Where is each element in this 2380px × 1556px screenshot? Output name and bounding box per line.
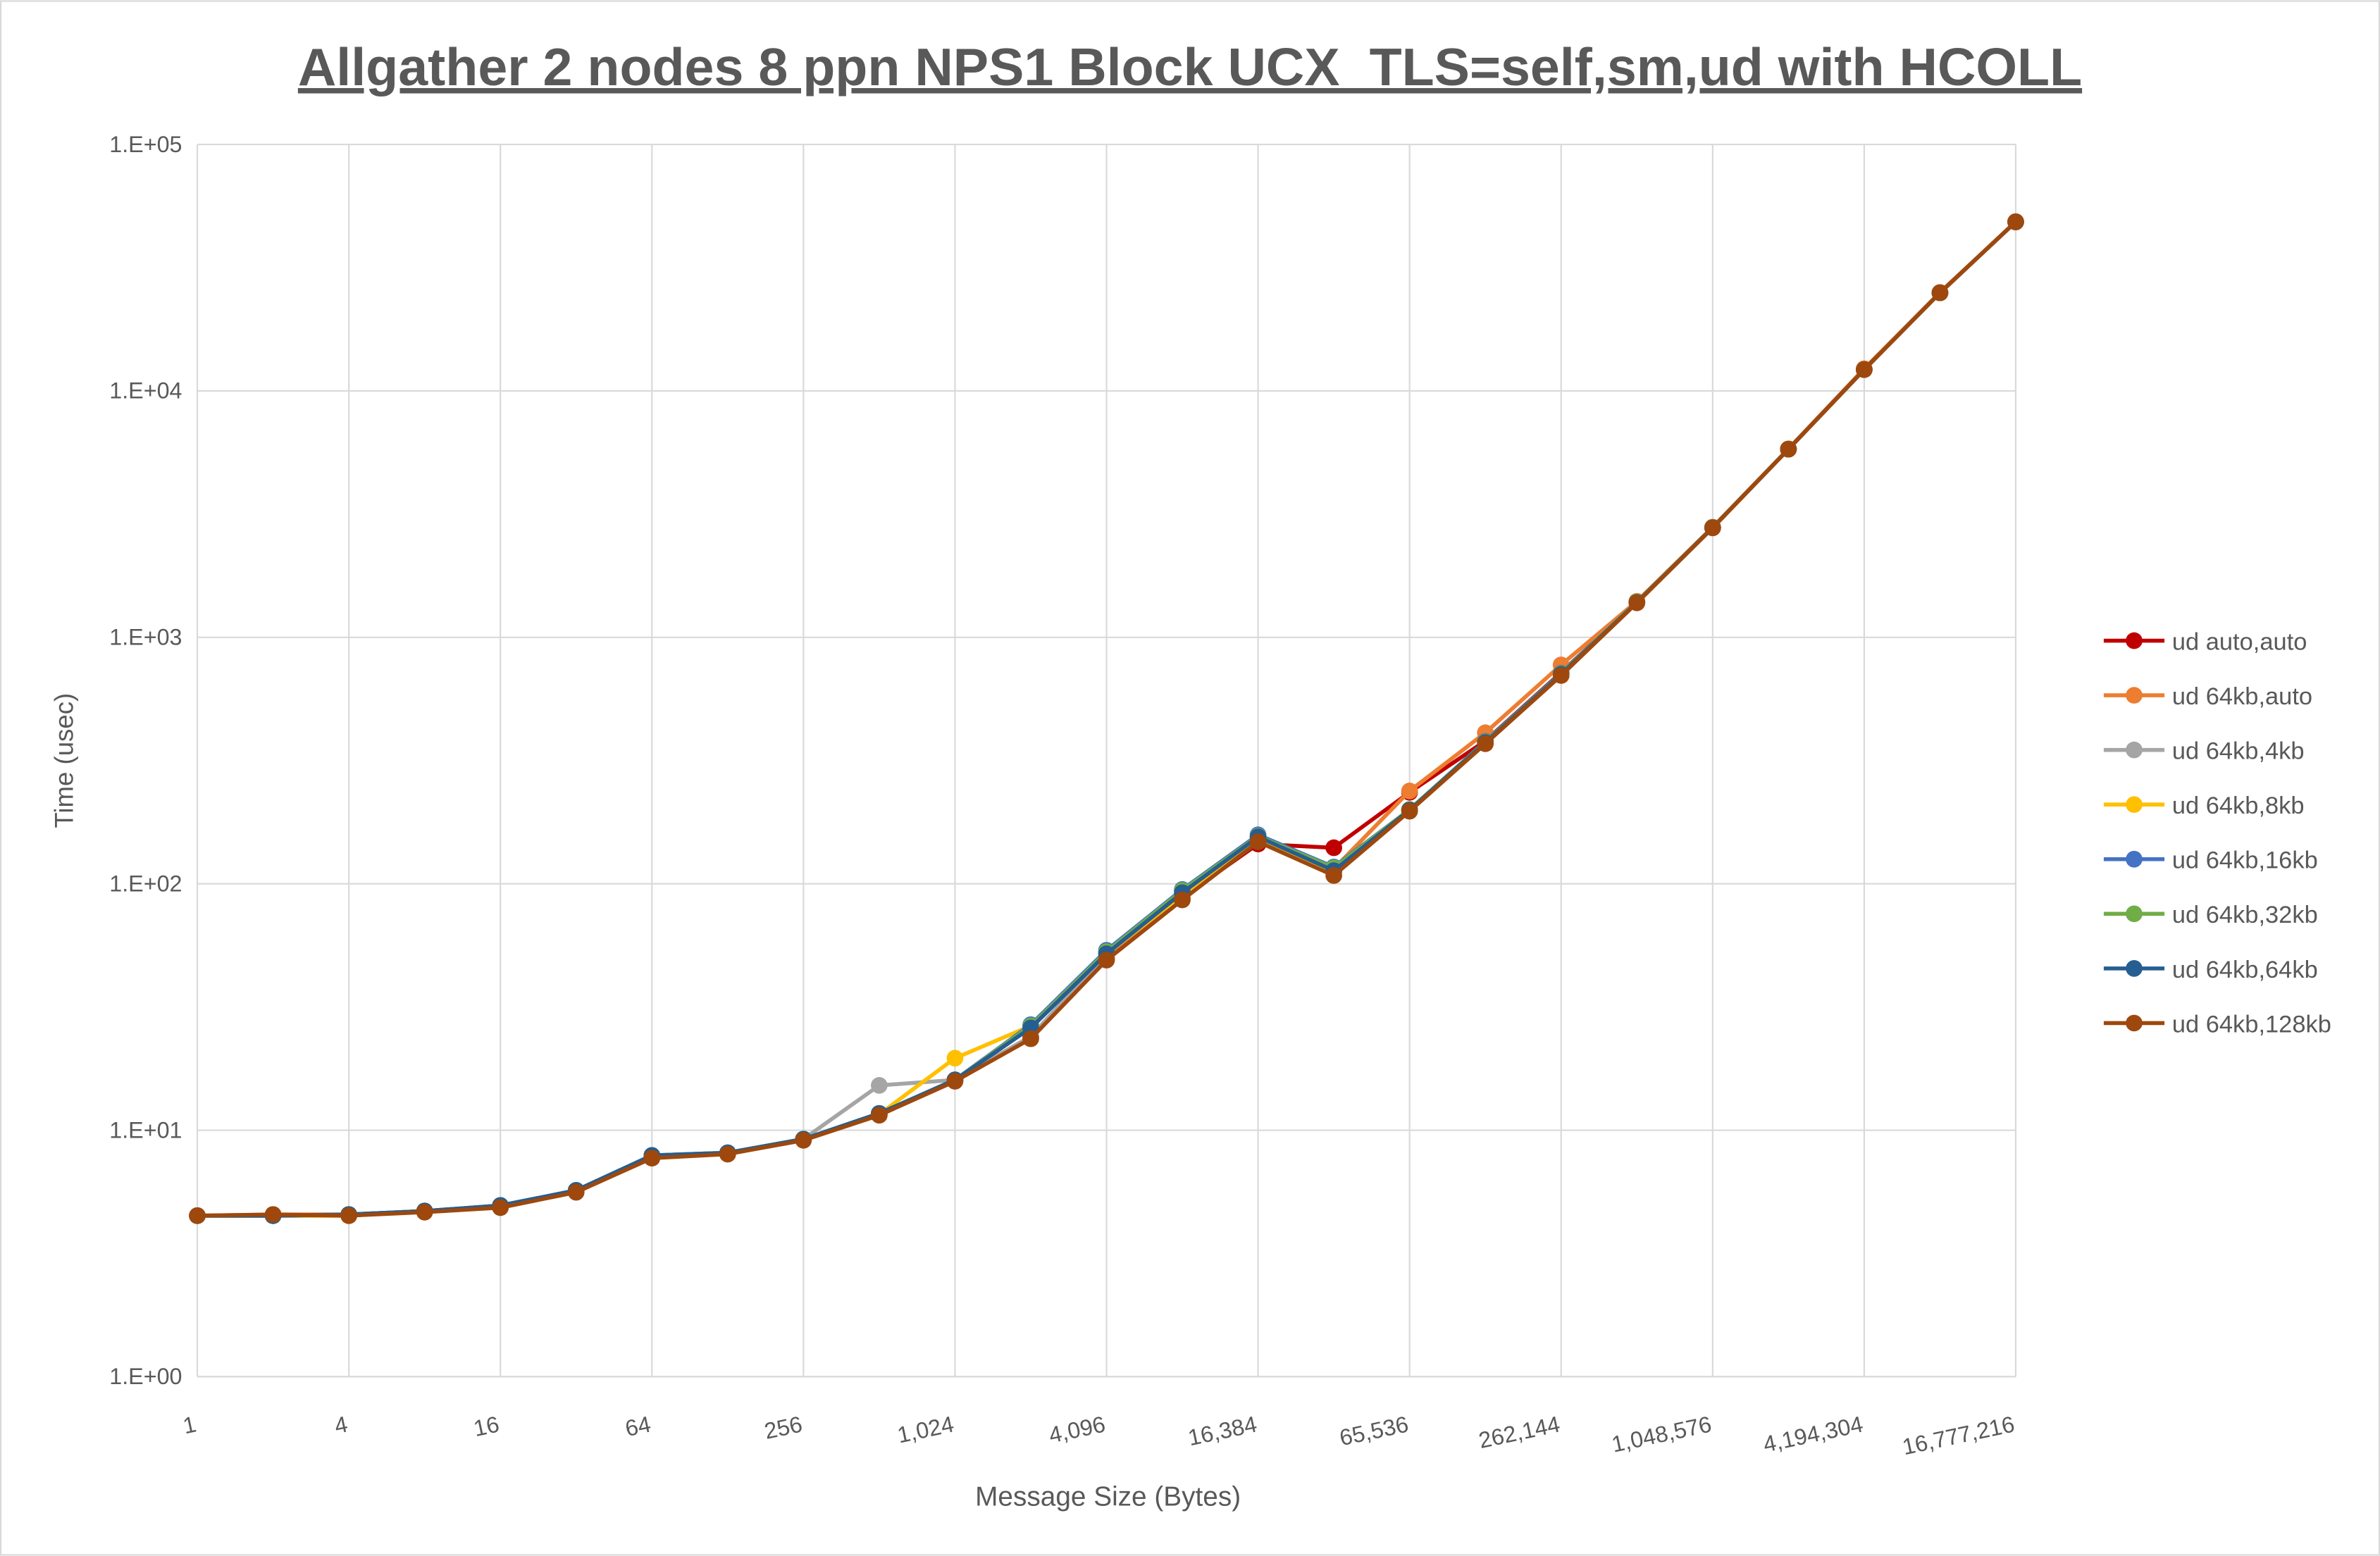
legend-label: ud 64kb,auto [2172, 683, 2312, 710]
data-point [1022, 1030, 1039, 1047]
data-point [1325, 867, 1342, 884]
legend-marker [2126, 850, 2143, 868]
y-tick-label: 1.E+04 [109, 378, 182, 404]
legend-marker [2126, 960, 2143, 977]
data-point [795, 1132, 812, 1149]
data-point [492, 1199, 509, 1216]
x-tick-label: 64 [623, 1412, 653, 1442]
data-point [189, 1207, 206, 1224]
y-tick-label: 1.E+03 [109, 625, 182, 650]
data-point [946, 1050, 964, 1067]
y-axis-label: Time (usec) [49, 693, 78, 828]
legend-label: ud 64kb,8kb [2172, 792, 2305, 819]
legend-label: ud 64kb,32kb [2172, 902, 2318, 928]
legend-marker [2126, 741, 2143, 759]
data-point [567, 1183, 585, 1201]
data-point [719, 1145, 736, 1163]
chart-title: Allgather 2 nodes 8 ppn NPS1 Block UCX_T… [298, 37, 2082, 97]
y-tick-label: 1.E+02 [109, 871, 182, 896]
data-point [1401, 783, 1418, 799]
x-axis-label: Message Size (Bytes) [975, 1482, 1241, 1512]
data-point [1098, 952, 1115, 969]
data-point [1780, 440, 1797, 458]
legend-label: ud 64kb,128kb [2172, 1011, 2331, 1038]
data-point [416, 1204, 433, 1221]
legend-marker [2126, 905, 2143, 923]
data-point [1856, 361, 1873, 378]
data-point [264, 1206, 282, 1224]
data-point [871, 1107, 888, 1124]
data-point [1931, 284, 1949, 301]
data-point [1628, 595, 1646, 611]
legend-marker [2126, 632, 2143, 649]
data-point [946, 1073, 964, 1090]
legend-label: ud 64kb,64kb [2172, 957, 2318, 983]
data-point [2007, 213, 2024, 230]
legend-label: ud 64kb,4kb [2172, 738, 2305, 765]
y-tick-label: 1.E+01 [109, 1117, 182, 1143]
legend-label: ud auto,auto [2172, 628, 2307, 655]
data-point [1249, 833, 1267, 850]
legend-marker [2126, 1014, 2143, 1032]
data-point [1552, 667, 1570, 684]
y-tick-label: 1.E+05 [109, 132, 182, 157]
legend-marker [2126, 687, 2143, 704]
data-point [340, 1207, 357, 1224]
data-point [1325, 839, 1342, 857]
y-tick-label: 1.E+00 [109, 1364, 182, 1389]
data-point [1704, 519, 1721, 537]
legend-label: ud 64kb,16kb [2172, 847, 2318, 874]
x-tick-label: 16 [471, 1412, 502, 1442]
legend-marker [2126, 796, 2143, 814]
data-point [1401, 802, 1418, 820]
data-point [871, 1077, 888, 1094]
data-point [1174, 891, 1191, 909]
data-point [643, 1150, 661, 1167]
data-point [1477, 735, 1494, 752]
